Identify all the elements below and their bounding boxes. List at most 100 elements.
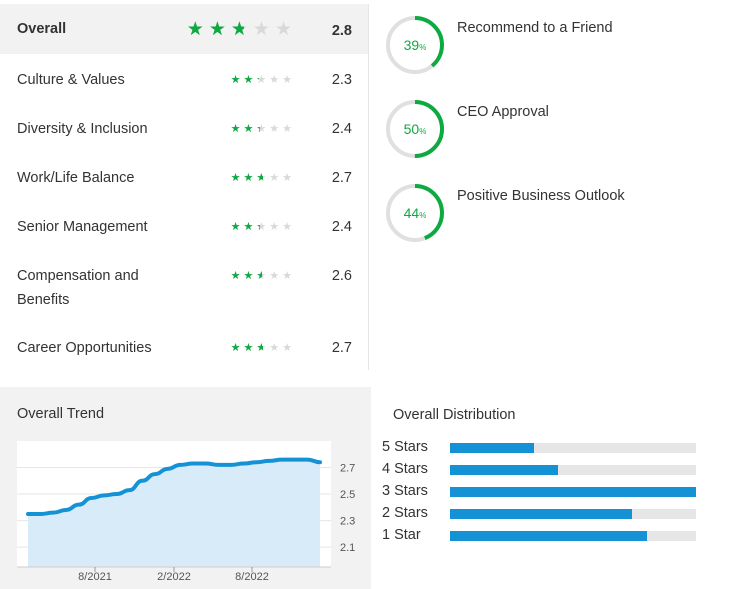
gauge-positive-business-outlook: 44% Positive Business Outlook <box>384 182 734 266</box>
star-icon: ★ <box>269 341 280 354</box>
star-icon: ★★ <box>256 341 267 354</box>
distribution-row-3-stars[interactable]: 3 Stars <box>382 481 702 503</box>
gauge-recommend-to-a-friend: 39% Recommend to a Friend <box>384 14 734 98</box>
star-icon: ★★ <box>256 220 267 233</box>
distribution-bar-track <box>450 487 696 497</box>
star-rating: ★★★★★★★★ <box>231 264 292 288</box>
trend-line <box>26 457 322 516</box>
star-icon: ★ <box>269 73 280 86</box>
distribution-panel: Overall Distribution 5 Stars 4 Stars 3 Sta… <box>371 387 740 589</box>
distribution-label: 3 Stars <box>382 483 428 499</box>
percent-number: 39 <box>403 37 420 53</box>
star-icon: ★ <box>269 171 280 184</box>
star-icon: ★★ <box>230 73 241 86</box>
percent-unit: % <box>419 43 427 52</box>
percent-unit: % <box>419 211 427 220</box>
rating-value: 2.3 <box>331 72 352 88</box>
rating-row-work-life-balance[interactable]: Work/Life Balance ★ ★ ★ ★ ★ ★ ★ ★ 2.7 <box>0 152 368 201</box>
rating-label: Work/Life Balance <box>17 170 135 186</box>
star-rating: ★★★★★★★★ <box>231 336 292 360</box>
star-rating: ★★★★★★★★ <box>231 215 292 239</box>
percent-unit: % <box>419 127 427 136</box>
distribution-bar <box>450 509 633 519</box>
rating-row-senior-management[interactable]: Senior Management★★★★★★★★2.4 <box>0 201 368 250</box>
rating-row-career-opportunities[interactable]: Career Opportunities ★ ★ ★ ★ ★ ★ ★ ★ 2.7 <box>0 322 368 371</box>
trend-title: Overall Trend <box>17 406 105 422</box>
rating-row-culture-values[interactable]: Culture & Values★★★★★★★★2.3 <box>0 54 368 103</box>
rating-value: 2.6 <box>331 268 352 284</box>
rating-label: Overall <box>17 21 67 37</box>
distribution-label: 4 Stars <box>382 461 428 477</box>
y-tick-label: 2.1 <box>340 542 355 554</box>
distribution-bar-track <box>450 531 696 541</box>
section-divider <box>368 4 369 370</box>
rating-label: Career Opportunities <box>17 340 152 356</box>
x-tick-label: 8/2022 <box>235 571 269 583</box>
distribution-bar-track <box>450 465 696 475</box>
star-icon: ★ <box>282 122 292 135</box>
star-icon: ★ <box>274 18 292 40</box>
star-icon: ★★ <box>256 269 267 282</box>
star-rating: ★★★★★★★★ <box>187 17 292 41</box>
star-icon: ★ <box>282 269 292 282</box>
star-icon: ★★ <box>230 122 241 135</box>
star-icon: ★ <box>282 171 292 184</box>
percent-number: 44 <box>403 205 420 221</box>
star-rating: ★★★★★★★★ <box>231 166 292 190</box>
y-tick-label: 2.5 <box>340 489 355 501</box>
star-icon: ★★ <box>230 171 241 184</box>
ring-fill <box>386 16 444 74</box>
star-icon: ★★ <box>256 122 267 135</box>
star-icon: ★★ <box>230 220 241 233</box>
star-icon: ★ <box>252 18 270 40</box>
overall-trend-chart: 2.7 2.5 2.3 2.1 8/2021 2/2022 8/2022 <box>17 441 355 583</box>
star-icon: ★★ <box>186 18 204 40</box>
distribution-bar-track <box>450 443 696 453</box>
rating-value: 2.4 <box>331 121 352 137</box>
rating-value: 2.7 <box>331 340 352 356</box>
star-icon: ★★ <box>256 171 267 184</box>
distribution-label: 1 Star <box>382 527 421 543</box>
ring-fill <box>386 184 444 242</box>
star-icon: ★ <box>269 122 280 135</box>
trend-area <box>28 459 320 567</box>
rating-value: 2.8 <box>331 23 352 39</box>
gauge-percent: 44% <box>384 182 446 244</box>
percent-ring: 44% <box>384 182 446 244</box>
gauge-label: Recommend to a Friend <box>457 20 613 36</box>
distribution-label: 5 Stars <box>382 439 428 455</box>
distribution-title: Overall Distribution <box>393 407 516 423</box>
star-icon: ★★ <box>243 269 254 282</box>
percent-ring: 50% <box>384 98 446 160</box>
star-icon: ★ <box>282 220 292 233</box>
x-tick-label: 2/2022 <box>157 571 191 583</box>
rating-value: 2.7 <box>331 170 352 186</box>
distribution-bar <box>450 465 559 475</box>
distribution-row-2-stars[interactable]: 2 Stars <box>382 503 702 525</box>
star-icon: ★★ <box>230 269 241 282</box>
distribution-row-4-stars[interactable]: 4 Stars <box>382 459 702 481</box>
y-tick-label: 2.7 <box>340 463 355 475</box>
star-icon: ★ <box>282 341 292 354</box>
rating-row-diversity-inclusion[interactable]: Diversity & Inclusion★★★★★★★★2.4 <box>0 103 368 152</box>
gauge-percent: 50% <box>384 98 446 160</box>
star-rating: ★★★★★★★★ <box>231 68 292 92</box>
rating-row-overall[interactable]: Overall ★ ★ ★ ★ ★ ★ ★ ★ 2.8 <box>0 4 368 54</box>
rating-value: 2.4 <box>331 219 352 235</box>
trend-and-distribution: Overall Trend 2.7 2.5 2.3 2.1 8/2021 2/2022 8/… <box>0 387 740 589</box>
y-tick-label: 2.3 <box>340 516 355 528</box>
star-icon: ★ <box>269 220 280 233</box>
distribution-bar-track <box>450 509 696 519</box>
distribution-bar <box>450 531 647 541</box>
distribution-bar <box>450 443 534 453</box>
rating-row-compensation-and-benefits[interactable]: Compensation and Benefits ★ ★ ★ ★ ★ ★ ★ ★ 2.6 <box>0 250 368 322</box>
gauge-label: CEO Approval <box>457 104 549 120</box>
ring-fill <box>386 100 444 158</box>
x-tick-label: 8/2021 <box>78 571 112 583</box>
distribution-label: 2 Stars <box>382 505 428 521</box>
distribution-row-5-stars[interactable]: 5 Stars <box>382 437 702 459</box>
distribution-row-1-star[interactable]: 1 Star <box>382 525 702 547</box>
rating-label: Culture & Values <box>17 72 125 88</box>
gauge-label: Positive Business Outlook <box>457 188 625 204</box>
star-rating: ★★★★★★★★ <box>231 117 292 141</box>
